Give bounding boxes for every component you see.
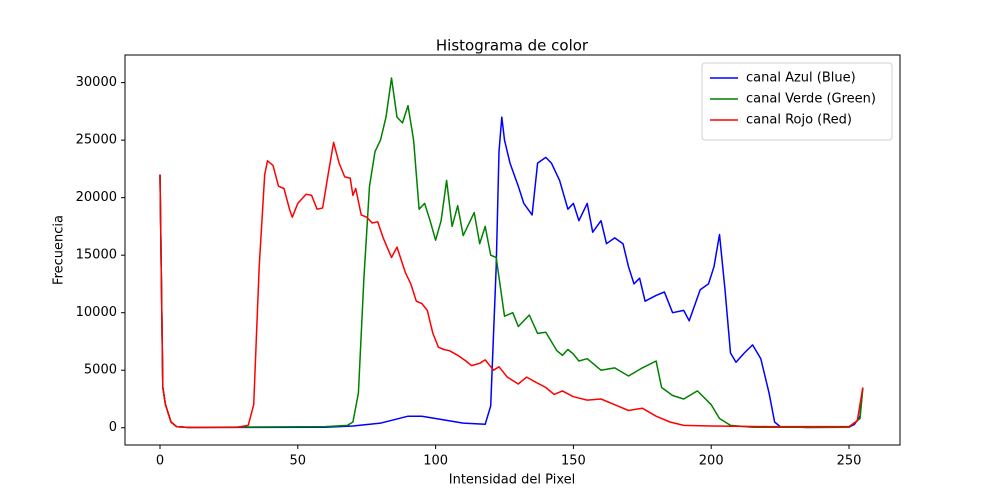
x-axis-label: Intensidad del Pixel <box>449 473 575 488</box>
y-tick-label: 25000 <box>76 133 117 148</box>
legend-label: canal Azul (Blue) <box>746 71 856 86</box>
y-tick-label: 10000 <box>76 305 117 320</box>
x-tick-label: 200 <box>699 454 724 469</box>
x-tick-label: 0 <box>156 454 164 469</box>
y-tick-label: 20000 <box>76 190 117 205</box>
x-tick-label: 100 <box>423 454 448 469</box>
y-tick-label: 15000 <box>76 248 117 263</box>
y-tick-label: 0 <box>109 420 117 435</box>
x-tick-label: 150 <box>561 454 586 469</box>
y-tick-label: 30000 <box>76 75 117 90</box>
series-line <box>159 77 864 429</box>
x-tick-label: 250 <box>837 454 862 469</box>
plot-frame <box>124 54 901 446</box>
legend-label: canal Verde (Green) <box>746 92 876 107</box>
y-axis-label: Frecuencia <box>52 215 67 285</box>
chart-title: Histograma de color <box>436 37 589 55</box>
series-line <box>159 141 864 429</box>
y-tick-label: 5000 <box>84 363 117 378</box>
legend-box <box>701 62 893 141</box>
series-line <box>159 116 864 429</box>
x-tick-label: 50 <box>290 454 307 469</box>
legend-label: canal Rojo (Red) <box>746 113 852 128</box>
